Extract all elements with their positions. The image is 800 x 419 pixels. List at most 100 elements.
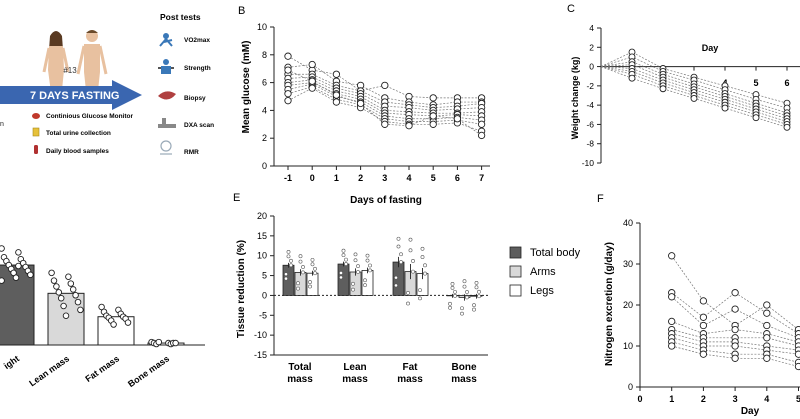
e-point: [460, 311, 464, 316]
b-series-line: [287, 55, 482, 99]
e-point: [344, 262, 348, 266]
d-tick-label: Fat mass: [83, 353, 121, 384]
b-point: [429, 94, 437, 102]
b-point: [332, 70, 341, 78]
f-xtick-label: 5: [796, 394, 800, 404]
e-point: [418, 296, 422, 301]
post-test-strength: Strength: [184, 65, 211, 72]
c-ytick-label: -4: [586, 100, 594, 110]
e-point: [363, 283, 367, 288]
f-point: [794, 350, 800, 358]
f-point: [668, 342, 676, 350]
b-xtick-label: 5: [431, 173, 436, 183]
e-point: [399, 252, 403, 257]
e-point: [368, 263, 372, 268]
f-point: [668, 293, 676, 301]
urine-label: Total urine collection: [46, 130, 111, 137]
d-point: [172, 339, 179, 347]
d-tick-label: ight: [2, 353, 21, 371]
e-point: [408, 248, 413, 253]
b-point: [429, 112, 437, 120]
d-point: [53, 283, 60, 290]
post-test-dxa: DXA scan: [184, 122, 214, 129]
e-point: [284, 276, 288, 281]
e-point: [418, 288, 422, 293]
b-point: [284, 52, 292, 60]
b-point: [332, 91, 341, 99]
e-point: [448, 305, 452, 310]
e-ytick-label: 10: [257, 251, 267, 261]
b-series-line: [287, 82, 482, 117]
e-point: [289, 263, 293, 268]
b-ytick-label: 10: [257, 22, 267, 32]
post-test-rmr: RMR: [184, 149, 199, 156]
nitrogen-xlabel: Day: [741, 406, 760, 417]
e-point: [310, 262, 315, 267]
panel-e-chart: -15-10-505101520TotalmassLeanmassFatmass…: [254, 211, 581, 385]
e-point: [339, 271, 343, 275]
d-point: [0, 245, 5, 252]
c-ytick-label: -2: [586, 81, 594, 91]
e-point: [296, 281, 300, 286]
f-point: [699, 321, 708, 330]
e-xtick-label: mass: [451, 374, 477, 385]
d-point: [110, 321, 117, 328]
e-ytick-label: 20: [257, 211, 267, 221]
c-point: [628, 74, 636, 82]
e-point: [286, 254, 291, 259]
f-point: [699, 297, 708, 305]
e-point: [474, 285, 479, 290]
b-xtick-label: 3: [382, 173, 387, 183]
c-ytick-label: 0: [589, 62, 594, 72]
e-point: [448, 301, 452, 306]
f-point: [763, 301, 771, 309]
panel-letter-f: F: [597, 193, 604, 205]
b-ytick-label: 4: [262, 105, 267, 115]
f-point: [668, 317, 676, 326]
b-point: [284, 97, 292, 105]
b-point: [477, 131, 486, 140]
c-ytick-label: -6: [586, 119, 594, 129]
c-point: [690, 94, 698, 102]
e-point: [298, 259, 303, 264]
c-xtick-label: 5: [753, 78, 758, 88]
e-point: [423, 271, 427, 276]
glucose-xlabel: Days of fasting: [350, 195, 422, 206]
e-xtick-label: Lean: [343, 362, 366, 373]
e-point: [465, 290, 469, 294]
e-point: [472, 307, 476, 312]
b-point: [381, 120, 389, 128]
c-ytick-label: 2: [589, 42, 594, 52]
f-ytick-label: 40: [623, 218, 633, 228]
panel-f-chart: 0 10 20 30 40 0 1 2 3 4 5: [623, 218, 800, 404]
e-xtick-label: Fat: [403, 362, 419, 373]
e-point: [450, 285, 455, 290]
panel-letter-c: C: [567, 3, 575, 15]
b-point: [308, 84, 316, 92]
d-point: [50, 277, 58, 284]
d-point: [124, 319, 132, 326]
e-point: [313, 266, 317, 271]
c-ytick-label: -8: [586, 139, 594, 149]
d-point: [69, 286, 77, 293]
e-point: [453, 289, 457, 294]
f-point: [763, 321, 771, 330]
e-legend-label: Arms: [530, 266, 556, 278]
f-point: [699, 313, 708, 321]
e-point: [420, 255, 425, 259]
e-point: [289, 258, 293, 263]
b-series-line: [287, 87, 482, 132]
b-xtick-label: -1: [284, 173, 292, 183]
e-point: [423, 263, 427, 268]
fasting-banner: 7 DAYS FASTING: [30, 90, 119, 102]
blood-label: Daily blood samples: [46, 148, 109, 155]
b-xtick-label: 4: [406, 173, 411, 183]
b-point: [429, 120, 437, 128]
f-point: [763, 309, 771, 317]
e-point: [453, 293, 457, 298]
f-ytick-label: 0: [628, 382, 633, 392]
panel-letter-b: B: [238, 5, 245, 17]
e-point: [420, 246, 425, 251]
weight-ylabel: Weight change (kg): [570, 57, 580, 140]
d-point: [55, 289, 63, 296]
